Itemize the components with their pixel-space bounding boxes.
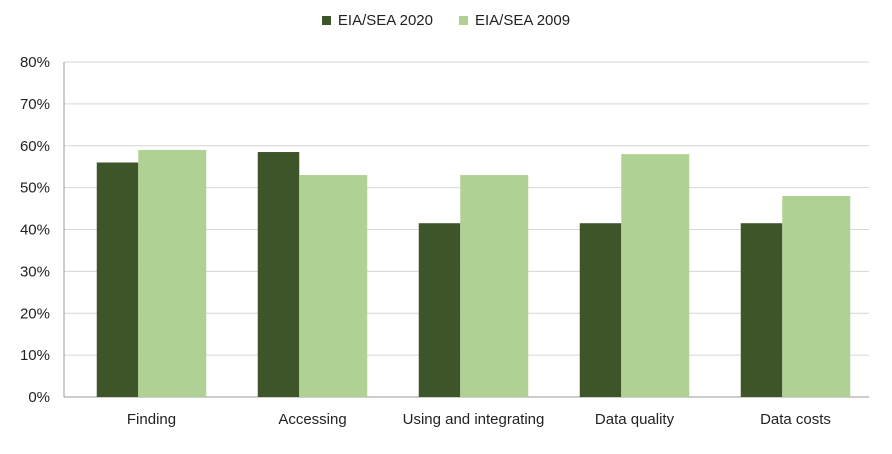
y-tick-label: 0%: [28, 389, 50, 406]
legend-swatch-2009: [459, 16, 468, 25]
legend-label-2020: EIA/SEA 2020: [337, 12, 433, 29]
bar-2009: [782, 196, 851, 397]
y-tick-label: 20%: [20, 305, 50, 322]
y-tick-label: 60%: [20, 138, 50, 155]
bar-2009: [299, 175, 368, 397]
bar-2009: [621, 154, 690, 397]
x-tick-label: Data quality: [595, 411, 675, 428]
x-tick-label: Accessing: [278, 411, 346, 428]
x-tick-label: Data costs: [760, 411, 831, 428]
bar-2020: [579, 223, 622, 397]
bar-2009: [138, 149, 207, 397]
legend-swatch-2020: [321, 16, 331, 25]
x-tick-label: Using and integrating: [403, 411, 545, 428]
bar-2020: [418, 223, 461, 397]
x-tick-label: Finding: [127, 411, 176, 428]
bar-2009: [460, 175, 529, 397]
bar-2020: [740, 223, 783, 397]
legend-label-2009: EIA/SEA 2009: [475, 12, 571, 29]
y-tick-label: 40%: [20, 222, 50, 239]
legend-item-2020: EIA/SEA 2020: [321, 12, 433, 29]
legend-item-2009: EIA/SEA 2009: [459, 12, 570, 29]
y-tick-label: 80%: [20, 54, 50, 71]
y-tick-label: 70%: [20, 96, 50, 113]
y-tick-label: 50%: [20, 180, 50, 197]
bar-2020: [96, 162, 139, 397]
y-tick-label: 30%: [20, 263, 50, 280]
bar-2020: [257, 152, 300, 397]
legend: EIA/SEA 2020 EIA/SEA 2009: [0, 12, 892, 29]
y-tick-label: 10%: [20, 347, 50, 364]
